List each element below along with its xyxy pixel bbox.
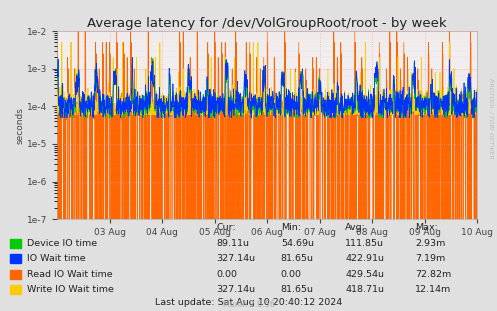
Text: 327.14u: 327.14u	[216, 285, 255, 294]
Text: 12.14m: 12.14m	[415, 285, 451, 294]
Text: 0.00: 0.00	[216, 270, 237, 279]
Text: Device IO time: Device IO time	[27, 239, 97, 248]
Text: Max:: Max:	[415, 223, 438, 232]
Text: Cur:: Cur:	[216, 223, 236, 232]
Text: 111.85u: 111.85u	[345, 239, 384, 248]
Text: Munin 2.0.56: Munin 2.0.56	[223, 300, 274, 309]
Text: Min:: Min:	[281, 223, 301, 232]
Text: 81.65u: 81.65u	[281, 254, 314, 263]
Text: 72.82m: 72.82m	[415, 270, 451, 279]
Text: Last update: Sat Aug 10 20:40:12 2024: Last update: Sat Aug 10 20:40:12 2024	[155, 299, 342, 307]
Text: 422.91u: 422.91u	[345, 254, 384, 263]
Text: 429.54u: 429.54u	[345, 270, 384, 279]
Y-axis label: seconds: seconds	[15, 107, 24, 144]
Text: 81.65u: 81.65u	[281, 285, 314, 294]
Text: RRDTOOL / TOBI OETIKER: RRDTOOL / TOBI OETIKER	[488, 78, 493, 159]
Text: 418.71u: 418.71u	[345, 285, 384, 294]
Text: Avg:: Avg:	[345, 223, 366, 232]
Text: 0.00: 0.00	[281, 270, 302, 279]
Text: 54.69u: 54.69u	[281, 239, 314, 248]
Text: 89.11u: 89.11u	[216, 239, 249, 248]
Text: IO Wait time: IO Wait time	[27, 254, 86, 263]
Text: 7.19m: 7.19m	[415, 254, 445, 263]
Text: Read IO Wait time: Read IO Wait time	[27, 270, 113, 279]
Text: Write IO Wait time: Write IO Wait time	[27, 285, 114, 294]
Text: 2.93m: 2.93m	[415, 239, 445, 248]
Title: Average latency for /dev/VolGroupRoot/root - by week: Average latency for /dev/VolGroupRoot/ro…	[87, 17, 447, 30]
Text: 327.14u: 327.14u	[216, 254, 255, 263]
